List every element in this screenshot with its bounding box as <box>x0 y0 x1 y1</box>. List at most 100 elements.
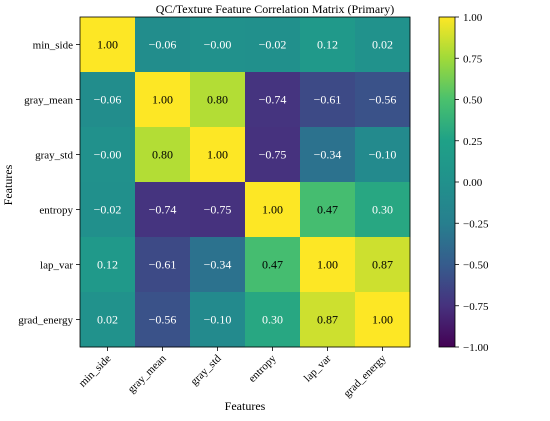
cell-value-label: 1.00 <box>97 38 118 52</box>
cell-value-label: 0.02 <box>97 313 118 327</box>
heatmap-cell <box>190 292 246 348</box>
cell-value-label: −0.02 <box>259 38 287 52</box>
y-tick-label: lap_var <box>40 260 73 272</box>
heatmap-cell <box>190 237 246 293</box>
cell-value-label: 0.87 <box>317 313 338 327</box>
colorbar-tick-label: −0.75 <box>463 301 489 313</box>
cell-value-label: 0.47 <box>317 203 338 217</box>
x-tick-label: gray_std <box>188 352 224 388</box>
heatmap-cell <box>355 182 411 238</box>
heatmap-cell <box>355 17 411 73</box>
heatmap-cell <box>355 127 411 183</box>
heatmap-cell <box>245 127 301 183</box>
y-axis-label: Features <box>1 164 15 205</box>
y-tick-label: entropy <box>39 205 73 217</box>
colorbar-tick-label: −0.25 <box>463 218 489 230</box>
cell-value-label: 0.47 <box>262 258 283 272</box>
heatmap-cell <box>300 72 356 128</box>
cell-value-label: 0.02 <box>372 38 393 52</box>
x-tick-label: min_side <box>77 353 114 390</box>
colorbar-tick-label: −1.00 <box>463 342 489 354</box>
heatmap-cell <box>80 17 136 73</box>
cell-value-label: −0.10 <box>369 148 397 162</box>
heatmap-cell <box>190 182 246 238</box>
cell-value-label: −0.61 <box>149 258 177 272</box>
cell-value-label: 1.00 <box>372 313 393 327</box>
heatmap-cell <box>355 292 411 348</box>
cell-value-label: 0.12 <box>97 258 118 272</box>
chart-title: QC/Texture Feature Correlation Matrix (P… <box>156 2 394 16</box>
heatmap-cells: 1.00 −0.06 −0.00 −0.02 0.12 0.02 −0.06 1.00 0.80… <box>80 17 411 348</box>
colorbar <box>438 16 456 348</box>
cell-value-label: −0.74 <box>259 93 287 107</box>
heatmap-cell <box>245 292 301 348</box>
x-tick-label: entropy <box>246 352 279 385</box>
heatmap-cell <box>190 72 246 128</box>
cell-value-label: 1.00 <box>317 258 338 272</box>
heatmap-cell <box>80 127 136 183</box>
colorbar-tick-label: 0.75 <box>463 53 483 65</box>
cell-value-label: 0.80 <box>152 148 173 162</box>
colorbar-tick-label: 0.25 <box>463 136 483 148</box>
cell-value-label: 0.12 <box>317 38 338 52</box>
colorbar-tick-label: 0.50 <box>463 95 483 107</box>
cell-value-label: −0.00 <box>94 148 122 162</box>
heatmap-cell <box>190 17 246 73</box>
cell-value-label: −0.06 <box>94 93 122 107</box>
cell-value-label: −0.75 <box>204 203 232 217</box>
heatmap-cell <box>80 72 136 128</box>
heatmap-cell <box>135 237 191 293</box>
colorbar-tick-label: 1.00 <box>463 12 483 24</box>
cell-value-label: −0.02 <box>94 203 122 217</box>
heatmap-cell <box>245 17 301 73</box>
x-axis-ticks: min_side gray_mean gray_std entropy lap_var g… <box>77 347 389 400</box>
colorbar-ticks: 1.00 0.75 0.50 0.25 0.00 −0.25 −0.50 −0.75 −1.00 <box>455 12 489 354</box>
heatmap-cell <box>300 17 356 73</box>
heatmap-cell <box>80 237 136 293</box>
heatmap-cell <box>245 182 301 238</box>
heatmap-cell <box>135 127 191 183</box>
heatmap-cell <box>300 127 356 183</box>
heatmap-cell <box>135 292 191 348</box>
x-tick-label: grad_energy <box>341 352 389 400</box>
plot-frame <box>79 16 411 348</box>
y-tick-label: grad_energy <box>18 315 73 327</box>
heatmap-cell <box>80 292 136 348</box>
cell-value-label: 1.00 <box>262 203 283 217</box>
y-tick-label: min_side <box>33 40 73 52</box>
cell-value-label: −0.34 <box>204 258 232 272</box>
heatmap-cell <box>135 72 191 128</box>
x-tick-label: lap_var <box>302 352 334 384</box>
cell-value-label: −0.74 <box>149 203 177 217</box>
cell-value-label: −0.61 <box>314 93 342 107</box>
heatmap-cell <box>80 182 136 238</box>
cell-value-label: −0.06 <box>149 38 177 52</box>
heatmap-cell <box>300 237 356 293</box>
heatmap-cell <box>135 17 191 73</box>
cell-value-label: −0.56 <box>149 313 177 327</box>
heatmap-cell <box>300 292 356 348</box>
cell-value-label: 0.30 <box>372 203 393 217</box>
heatmap-cell <box>300 182 356 238</box>
y-tick-label: gray_std <box>35 150 73 162</box>
cell-value-label: 0.30 <box>262 313 283 327</box>
cell-value-label: 1.00 <box>207 148 228 162</box>
heatmap-cell <box>355 72 411 128</box>
cell-value-label: −0.75 <box>259 148 287 162</box>
cell-value-label: −0.56 <box>369 93 397 107</box>
colorbar-tick-label: 0.00 <box>463 177 483 189</box>
heatmap-cell <box>355 237 411 293</box>
x-axis-label: Features <box>225 399 266 413</box>
colorbar-tick-label: −0.50 <box>463 260 489 272</box>
heatmap-cell <box>135 182 191 238</box>
heatmap-cell <box>245 72 301 128</box>
cell-value-label: −0.00 <box>204 38 232 52</box>
cell-value-label: −0.10 <box>204 313 232 327</box>
cell-value-label: −0.34 <box>314 148 342 162</box>
cell-value-label: 1.00 <box>152 93 173 107</box>
heatmap-cell <box>190 127 246 183</box>
heatmap-cell <box>245 237 301 293</box>
